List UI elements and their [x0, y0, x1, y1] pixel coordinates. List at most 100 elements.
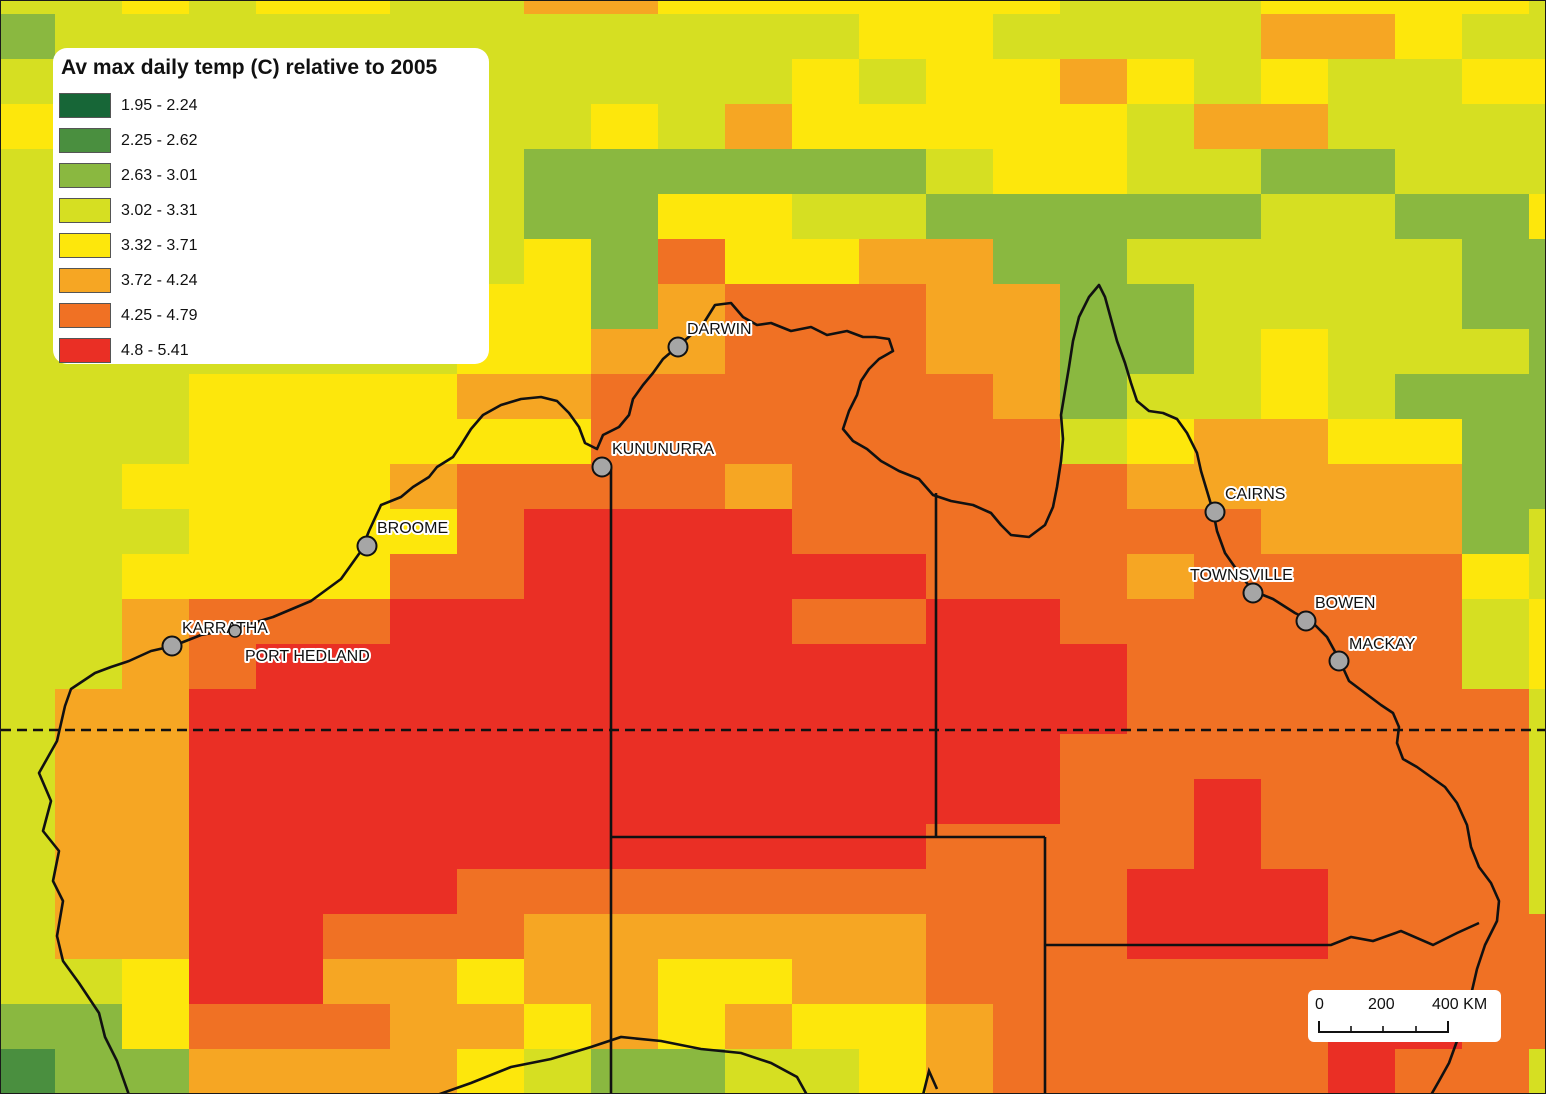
grid-cell — [1529, 59, 1545, 105]
city-label-darwin: DARWIN — [687, 321, 752, 338]
grid-cell — [524, 554, 592, 600]
grid-cell — [1194, 374, 1262, 420]
grid-cell — [926, 869, 994, 915]
grid-cell — [189, 959, 257, 1005]
grid-cell — [256, 1049, 324, 1093]
grid-cell — [993, 914, 1061, 960]
grid-cell — [122, 689, 190, 735]
grid-cell — [1261, 329, 1329, 375]
grid-cell — [725, 104, 793, 150]
grid-cell — [1395, 59, 1463, 105]
grid-cell — [189, 644, 257, 690]
grid-cell — [725, 239, 793, 285]
grid-cell — [792, 1004, 860, 1050]
legend-label: 4.8 - 5.41 — [121, 341, 189, 359]
grid-cell — [1194, 1049, 1262, 1093]
grid-cell — [1127, 1, 1195, 15]
grid-cell — [725, 734, 793, 780]
grid-cell — [1127, 644, 1195, 690]
grid-cell — [591, 779, 659, 825]
grid-cell — [725, 284, 793, 330]
city-marker-darwin[interactable]: DARWIN — [667, 319, 754, 358]
grid-cell — [926, 329, 994, 375]
grid-cell — [524, 824, 592, 870]
city-marker-cairns[interactable]: CAIRNS — [1204, 484, 1287, 523]
grid-cell — [993, 14, 1061, 60]
grid-cell — [993, 644, 1061, 690]
grid-cell — [1, 509, 56, 555]
grid-cell — [658, 419, 726, 465]
grid-cell — [524, 59, 592, 105]
legend-label: 3.02 - 3.31 — [121, 201, 198, 219]
grid-cell — [1462, 1, 1530, 15]
grid-cell — [1261, 284, 1329, 330]
grid-cell — [993, 104, 1061, 150]
grid-cell — [792, 374, 860, 420]
grid-cell — [926, 689, 994, 735]
grid-cell — [1395, 419, 1463, 465]
state-borders — [609, 467, 1480, 1093]
grid-cell — [658, 734, 726, 780]
grid-cell — [457, 959, 525, 1005]
grid-cell — [725, 554, 793, 600]
city-marker-kununurra[interactable]: KUNUNURRA — [591, 439, 717, 478]
grid-cell — [256, 599, 324, 645]
grid-cell — [1261, 419, 1329, 465]
grid-cell — [1529, 194, 1545, 240]
grid-cell — [1395, 464, 1463, 510]
grid-cell — [1, 914, 56, 960]
grid-cell — [1127, 284, 1195, 330]
city-label-broome: BROOME — [377, 520, 448, 537]
grid-cell — [189, 554, 257, 600]
grid-cell — [1, 1, 56, 15]
grid-cell — [1462, 779, 1530, 825]
grid-cell — [323, 779, 391, 825]
grid-cell — [1261, 509, 1329, 555]
grid-cell — [1462, 194, 1530, 240]
city-label-bowen: BOWEN — [1315, 595, 1375, 612]
grid-cell — [390, 599, 458, 645]
city-marker-broome[interactable]: BROOME — [356, 518, 450, 557]
grid-cell — [859, 374, 927, 420]
grid-cell — [859, 509, 927, 555]
grid-cell — [1127, 779, 1195, 825]
grid-cell — [1261, 644, 1329, 690]
grid-cell — [55, 914, 123, 960]
grid-cell — [993, 329, 1061, 375]
legend-label: 2.25 - 2.62 — [121, 131, 198, 149]
city-marker-mackay[interactable]: MACKAY — [1328, 634, 1418, 672]
grid-cell — [1261, 869, 1329, 915]
grid-cell — [1261, 1, 1329, 15]
grid-cell — [323, 464, 391, 510]
legend-swatch — [59, 93, 111, 118]
legend-label: 3.72 - 4.24 — [121, 271, 198, 289]
city-label-kununurra: KUNUNURRA — [612, 441, 715, 458]
grid-cell — [859, 779, 927, 825]
grid-cell — [725, 914, 793, 960]
grid-cell — [792, 914, 860, 960]
grid-cell — [1194, 509, 1262, 555]
grid-cell — [1060, 1, 1128, 15]
grid-cell — [1462, 419, 1530, 465]
grid-cell — [926, 914, 994, 960]
city-marker-port-hedland[interactable]: PORT HEDLAND — [228, 624, 372, 667]
grid-cell — [1395, 1, 1463, 15]
grid-cell — [323, 374, 391, 420]
city-marker-karratha[interactable]: KARRATHA — [161, 618, 270, 657]
grid-cell — [859, 959, 927, 1005]
grid-cell — [1328, 734, 1396, 780]
grid-cell — [122, 464, 190, 510]
grid-cell — [1328, 869, 1396, 915]
legend-title: Av max daily temp (C) relative to 2005 — [61, 56, 438, 79]
grid-cell — [457, 1049, 525, 1093]
city-marker-bowen[interactable]: BOWEN — [1295, 593, 1377, 632]
grid-cell — [1529, 1, 1545, 15]
grid-cell — [189, 509, 257, 555]
grid-cell — [859, 734, 927, 780]
grid-cell — [658, 374, 726, 420]
city-marker-townsville[interactable]: TOWNSVILLE — [1188, 565, 1295, 604]
grid-cell — [1060, 104, 1128, 150]
legend-items: 1.95 - 2.24 2.25 - 2.62 2.63 - 3.01 3.02 - … — [59, 88, 489, 368]
grid-cell — [725, 419, 793, 465]
